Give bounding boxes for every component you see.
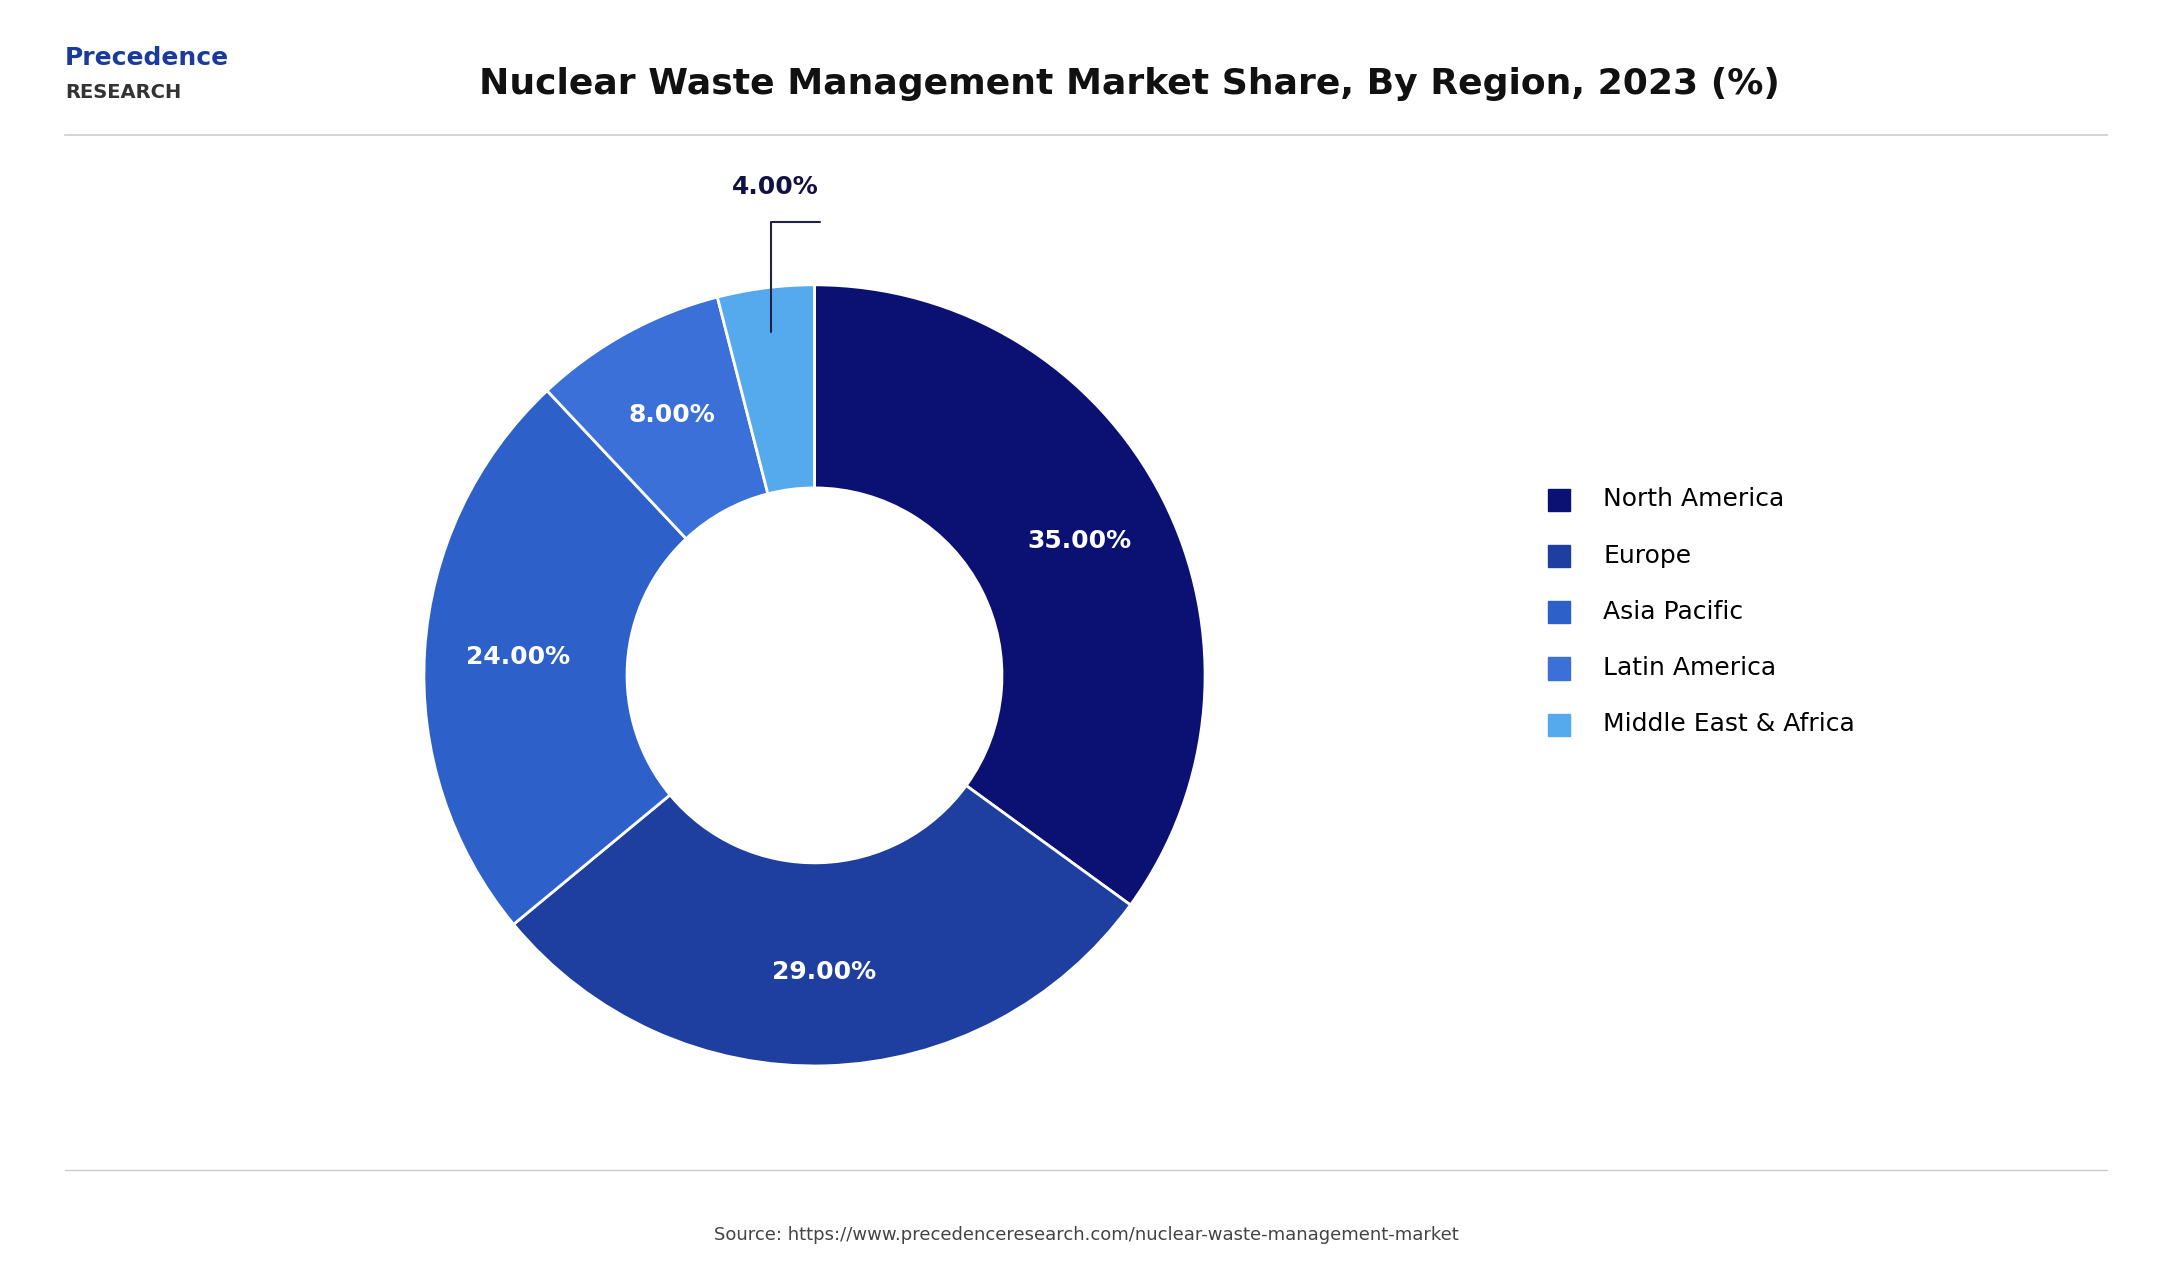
Wedge shape <box>547 297 769 539</box>
Text: 29.00%: 29.00% <box>771 961 875 984</box>
Text: RESEARCH: RESEARCH <box>65 84 182 102</box>
Legend: North America, Europe, Asia Pacific, Latin America, Middle East & Africa: North America, Europe, Asia Pacific, Lat… <box>1549 485 1855 737</box>
Wedge shape <box>424 391 686 925</box>
Text: 35.00%: 35.00% <box>1027 529 1132 553</box>
Text: Source: https://www.precedenceresearch.com/nuclear-waste-management-market: Source: https://www.precedenceresearch.c… <box>715 1226 1457 1244</box>
Text: Nuclear Waste Management Market Share, By Region, 2023 (%): Nuclear Waste Management Market Share, B… <box>480 67 1779 100</box>
Text: 24.00%: 24.00% <box>467 644 571 669</box>
Wedge shape <box>814 284 1205 905</box>
Text: Precedence: Precedence <box>65 46 230 69</box>
Wedge shape <box>717 284 814 494</box>
Text: 8.00%: 8.00% <box>628 404 715 427</box>
Text: 4.00%: 4.00% <box>732 175 819 199</box>
Wedge shape <box>513 786 1129 1066</box>
